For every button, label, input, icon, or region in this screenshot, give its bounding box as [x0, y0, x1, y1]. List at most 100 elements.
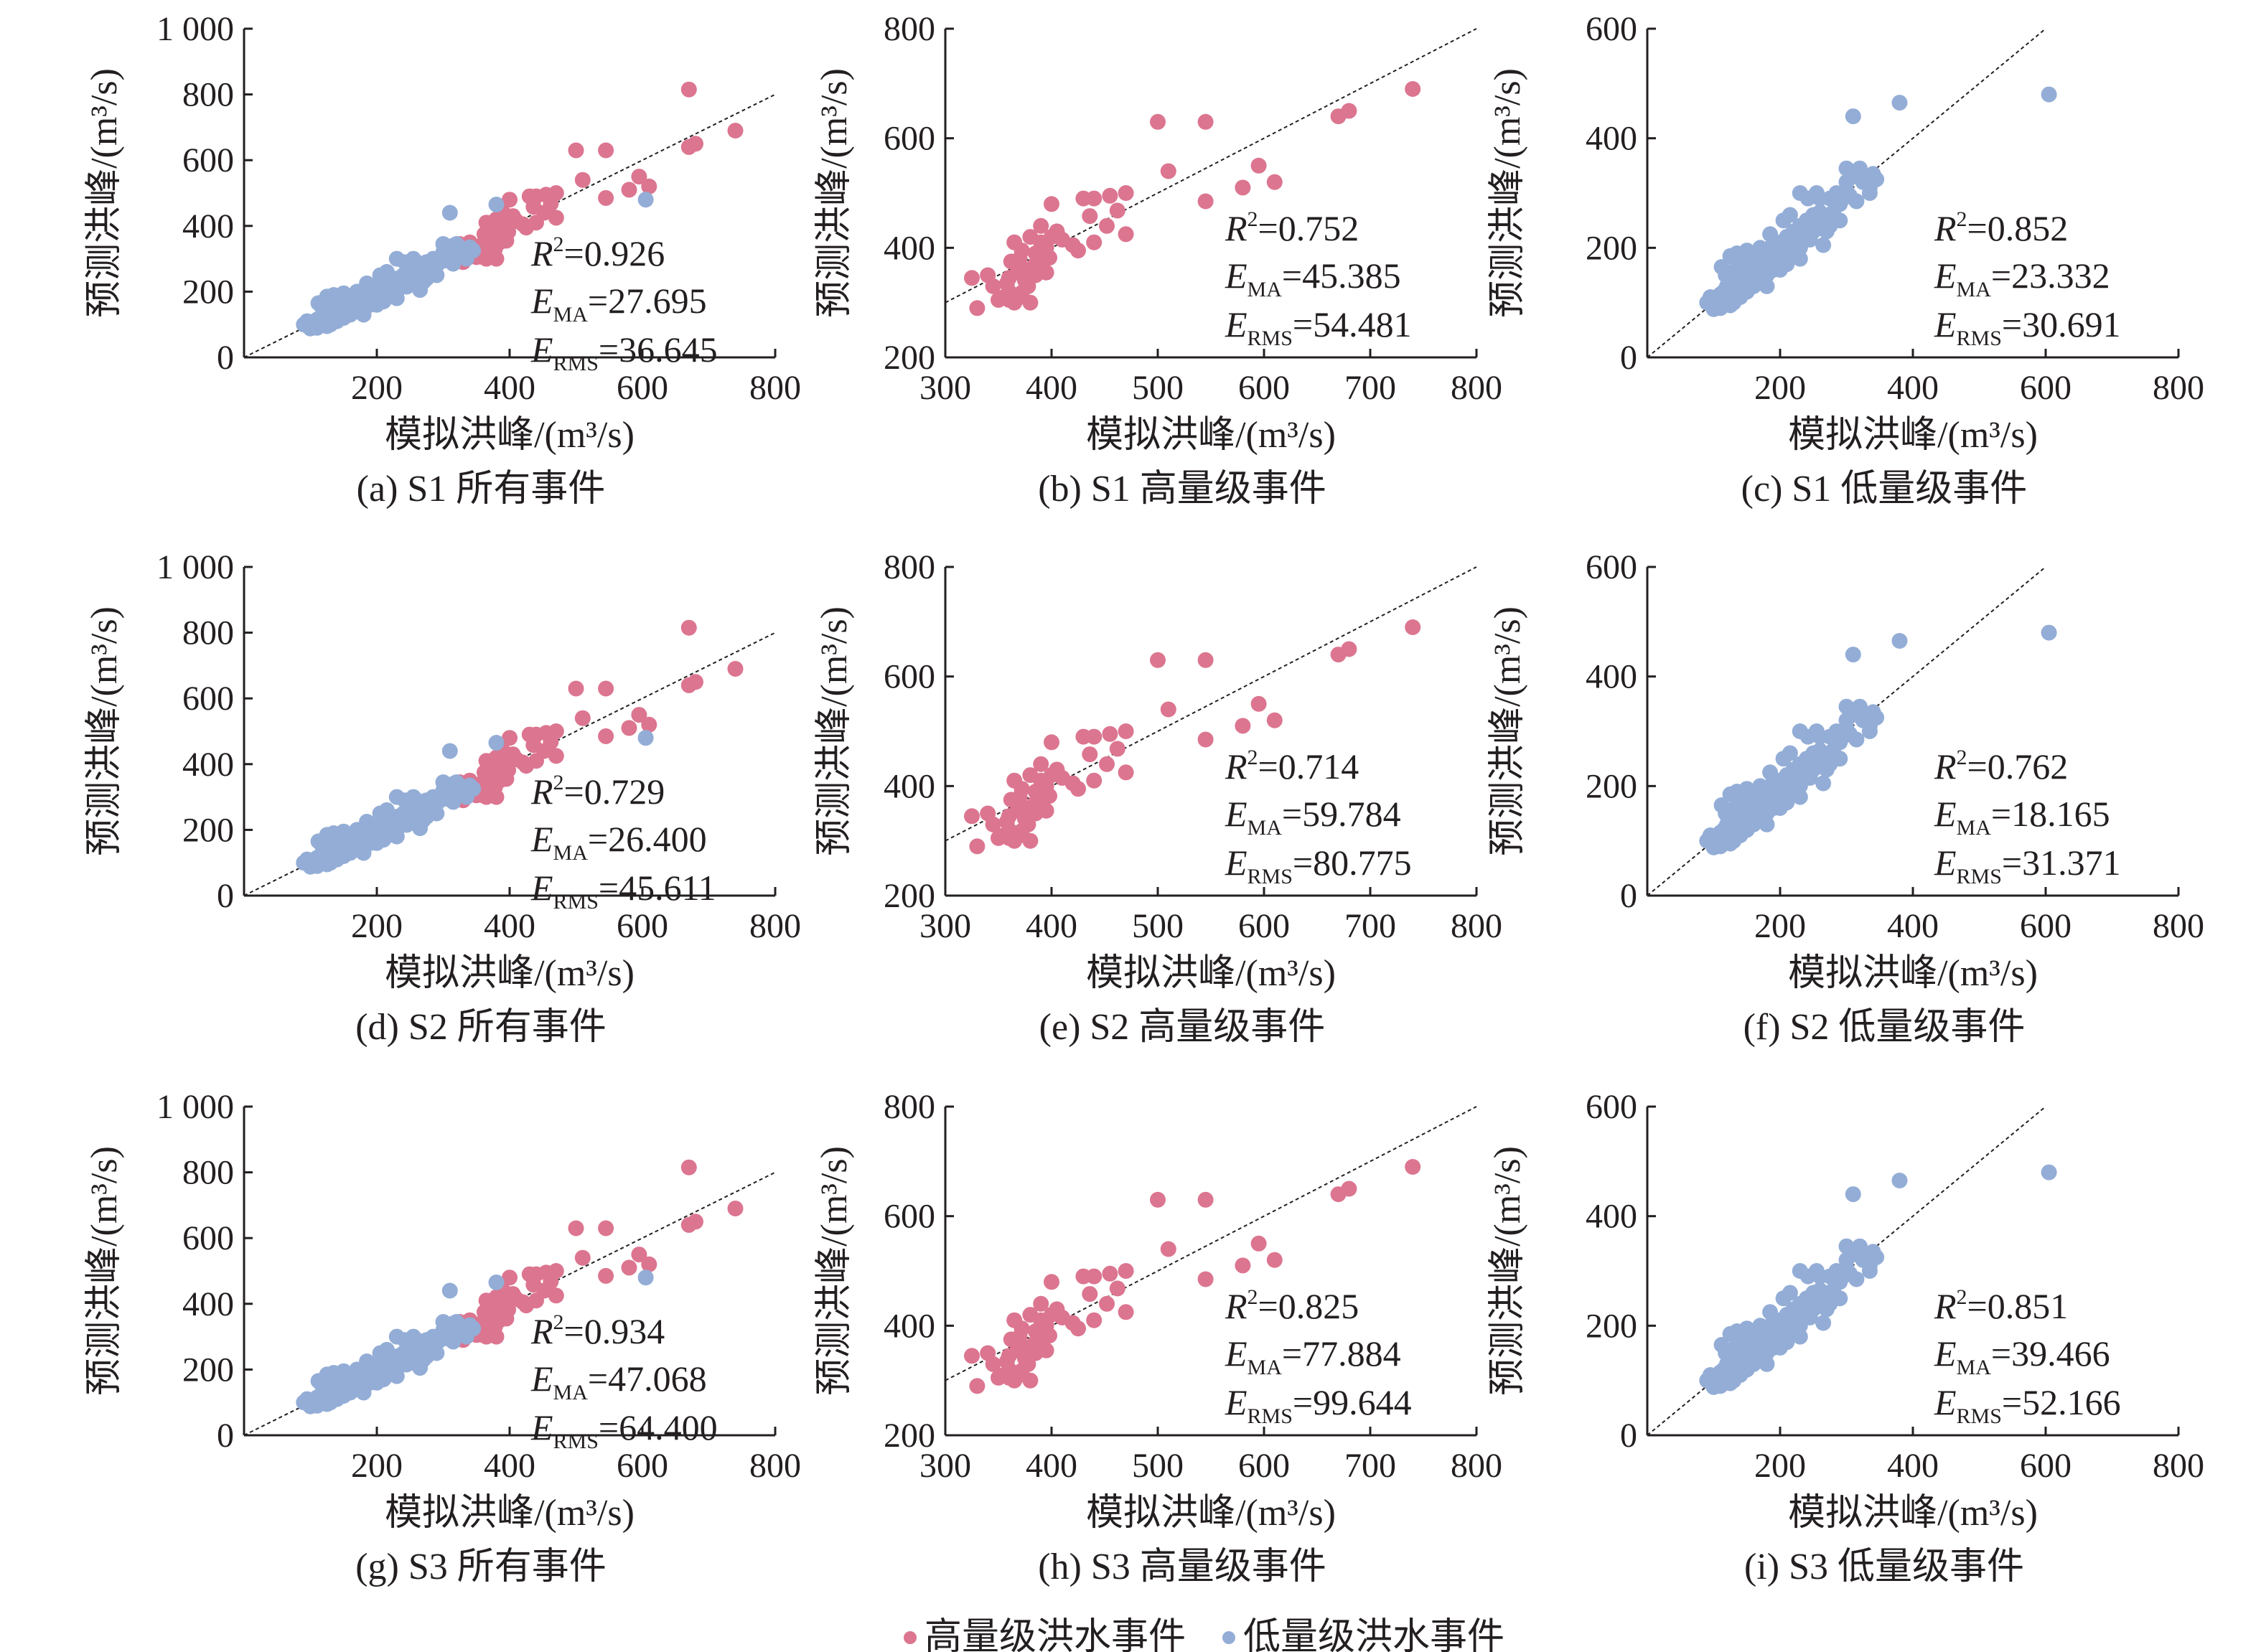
data-point-high	[1026, 257, 1043, 273]
data-point-high	[598, 680, 614, 697]
y-tick-label: 0	[1620, 1417, 1637, 1455]
x-tick-label: 700	[1344, 907, 1396, 945]
data-point-high	[1118, 764, 1134, 781]
data-point-high	[1235, 1257, 1251, 1274]
y-tick-label: 800	[884, 548, 935, 586]
x-tick-label: 600	[1238, 369, 1290, 407]
y-tick-label: 0	[217, 339, 234, 377]
data-point-high	[641, 178, 657, 194]
x-tick-label: 400	[1026, 1447, 1077, 1485]
data-point-low	[1759, 1356, 1775, 1372]
data-point-low	[302, 1398, 319, 1414]
data-point-low	[1718, 1345, 1734, 1361]
data-point-low	[441, 205, 458, 221]
data-point-low	[1752, 778, 1769, 794]
data-point-low	[1822, 1268, 1838, 1285]
stat-ema: EMA=18.165	[1934, 794, 2110, 840]
data-point-high	[1033, 217, 1049, 234]
data-point-low	[1861, 1263, 1878, 1279]
data-point-high	[1026, 795, 1043, 812]
data-point-low	[1815, 775, 1832, 792]
x-tick-label: 400	[1887, 907, 1939, 945]
data-point-high	[1235, 179, 1251, 196]
data-point-low	[435, 1314, 451, 1330]
data-point-low	[369, 296, 385, 313]
data-point-high	[964, 1348, 980, 1364]
data-point-high	[1041, 1328, 1057, 1344]
series-low	[1699, 86, 2057, 317]
data-point-high	[1160, 701, 1176, 718]
data-point-high	[525, 1277, 542, 1293]
y-tick-label: 600	[1586, 1088, 1637, 1126]
series-low	[296, 192, 654, 337]
data-point-high	[1330, 108, 1347, 125]
data-point-high	[1197, 193, 1214, 210]
panels-grid: 0 200 400 600 800 1 000 200 400 600 800 模拟洪峰/(m³/s…	[84, 10, 2204, 1587]
x-tick-label: 600	[1238, 907, 1290, 945]
data-point-high	[621, 182, 637, 198]
data-point-high	[998, 1353, 1015, 1369]
data-point-low	[1705, 301, 1722, 317]
stat-erms: ERMS=54.481	[1225, 304, 1412, 350]
subplot-title: (b) S1 高量级事件	[1038, 469, 1326, 510]
series-high	[964, 1159, 1421, 1394]
series-low	[1699, 1164, 2057, 1395]
data-point-low	[458, 1328, 474, 1345]
data-point-high	[548, 210, 564, 226]
data-point-high	[641, 1256, 657, 1272]
y-axis-label: 预测洪峰/(m³/s)	[814, 68, 855, 318]
y-tick-label: 400	[884, 1307, 935, 1345]
data-point-high	[1109, 202, 1125, 219]
data-point-low	[1848, 193, 1865, 210]
data-point-low	[1848, 731, 1865, 748]
x-tick-label: 800	[1451, 907, 1502, 945]
data-point-low	[1845, 647, 1861, 663]
data-point-high	[568, 680, 584, 697]
y-tick-label: 200	[884, 877, 935, 915]
data-point-low	[1861, 185, 1878, 201]
data-point-high	[598, 728, 614, 744]
data-point-low	[1832, 751, 1848, 767]
data-point-high	[1041, 788, 1057, 804]
y-tick-label: 400	[884, 229, 935, 267]
data-point-low	[1722, 1375, 1738, 1391]
subplot-title: (g) S3 所有事件	[355, 1547, 607, 1587]
x-tick-label: 600	[1238, 1447, 1290, 1485]
data-point-high	[1250, 695, 1267, 712]
data-point-high	[1330, 647, 1347, 663]
x-tick-label: 500	[1132, 1447, 1184, 1485]
y-tick-label: 400	[1586, 658, 1637, 696]
data-point-high	[1001, 291, 1017, 308]
data-point-high	[1266, 1252, 1283, 1268]
data-point-low	[1762, 1304, 1779, 1320]
data-point-high	[574, 1249, 591, 1266]
data-point-high	[598, 1220, 614, 1236]
x-axis-label: 模拟洪峰/(m³/s)	[1788, 1493, 2038, 1534]
data-point-low	[418, 1332, 435, 1348]
y-tick-label: 800	[182, 1154, 234, 1192]
x-tick-label: 200	[351, 1447, 403, 1485]
data-point-low	[369, 835, 385, 851]
stat-erms: ERMS=80.775	[1225, 843, 1412, 888]
series-low	[296, 730, 654, 875]
data-point-high	[680, 1159, 697, 1175]
x-tick-label: 400	[484, 369, 535, 407]
data-point-low	[1759, 278, 1775, 294]
data-point-high	[621, 1259, 637, 1276]
data-point-high	[1026, 1335, 1043, 1351]
stat-r2: R2=0.825	[1225, 1285, 1359, 1326]
legend-low-label: 低量级洪水事件	[1243, 1617, 1504, 1652]
data-point-high	[1003, 792, 1019, 808]
data-point-low	[335, 285, 352, 301]
x-tick-label: 600	[2020, 907, 2072, 945]
data-point-high	[1197, 1271, 1214, 1287]
data-point-high	[727, 123, 744, 139]
data-point-high	[476, 1304, 492, 1320]
data-point-high	[568, 142, 584, 159]
data-point-low	[418, 792, 435, 809]
data-point-high	[1118, 1263, 1134, 1279]
subplot-title: (e) S2 高量级事件	[1039, 1007, 1326, 1048]
stat-erms: ERMS=99.644	[1225, 1382, 1412, 1428]
data-point-high	[1038, 1342, 1054, 1358]
subplot-title: (a) S1 所有事件	[357, 469, 606, 510]
